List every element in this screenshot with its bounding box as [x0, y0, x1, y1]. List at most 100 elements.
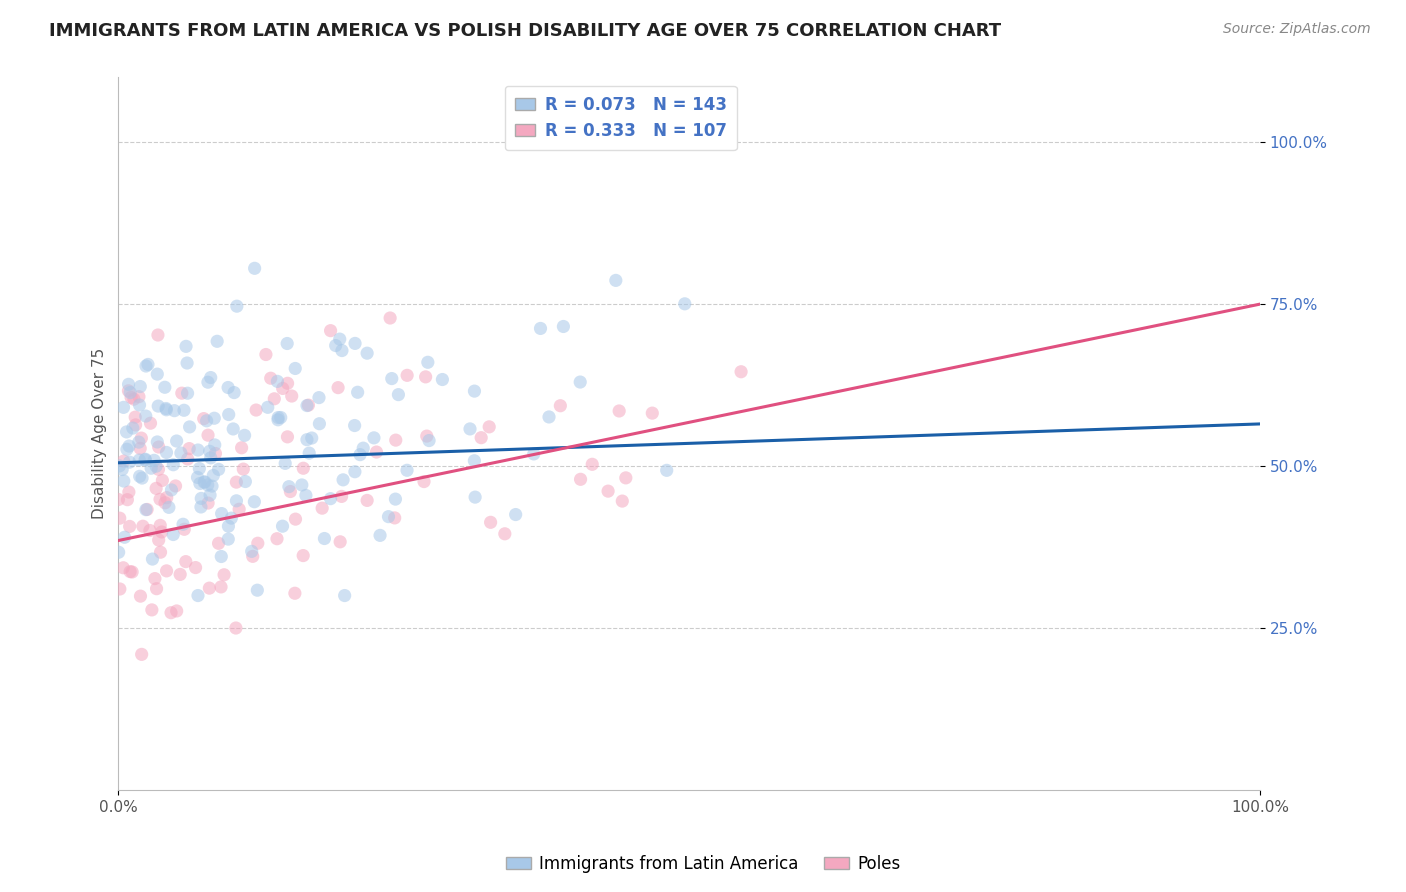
Point — [330, 343, 353, 358]
Point — [243, 494, 266, 508]
Point — [235, 475, 257, 489]
Point — [155, 401, 177, 416]
Point — [148, 462, 170, 476]
Point — [607, 404, 630, 418]
Point — [276, 336, 298, 351]
Point — [378, 311, 401, 326]
Point — [308, 391, 330, 405]
Point — [225, 621, 247, 635]
Point — [581, 458, 603, 472]
Point — [363, 431, 385, 445]
Point — [326, 381, 349, 395]
Point — [228, 502, 250, 516]
Point — [131, 431, 153, 445]
Point — [173, 403, 195, 417]
Point — [344, 336, 367, 351]
Point — [120, 391, 142, 405]
Point — [117, 384, 139, 398]
Point — [129, 379, 152, 393]
Point — [284, 512, 307, 526]
Point — [179, 442, 201, 456]
Point — [135, 502, 157, 516]
Point — [277, 376, 299, 391]
Point — [641, 406, 664, 420]
Point — [114, 530, 136, 544]
Point — [343, 465, 366, 479]
Point — [260, 371, 283, 385]
Point — [325, 338, 347, 352]
Point — [218, 408, 240, 422]
Point — [209, 580, 232, 594]
Point — [280, 484, 302, 499]
Point — [655, 463, 678, 477]
Point — [233, 428, 256, 442]
Point — [381, 371, 404, 385]
Point — [396, 368, 419, 383]
Point — [329, 534, 352, 549]
Point — [222, 422, 245, 436]
Point — [366, 445, 388, 459]
Point — [505, 508, 527, 522]
Point — [162, 527, 184, 541]
Point — [458, 422, 481, 436]
Point — [232, 462, 254, 476]
Point — [176, 452, 198, 467]
Point — [176, 386, 198, 401]
Point — [166, 604, 188, 618]
Point — [730, 365, 752, 379]
Point — [124, 410, 146, 425]
Point — [200, 450, 222, 465]
Point — [170, 446, 193, 460]
Point — [384, 433, 406, 447]
Point — [193, 475, 215, 489]
Point — [149, 518, 172, 533]
Point — [163, 403, 186, 417]
Point — [224, 385, 246, 400]
Point — [240, 544, 263, 558]
Point — [298, 446, 321, 460]
Point — [343, 418, 366, 433]
Point — [118, 519, 141, 533]
Point — [117, 492, 139, 507]
Point — [284, 361, 307, 376]
Point — [139, 416, 162, 430]
Point — [160, 606, 183, 620]
Point — [149, 545, 172, 559]
Point — [204, 438, 226, 452]
Point — [188, 461, 211, 475]
Point — [295, 433, 318, 447]
Point — [156, 491, 179, 505]
Point — [200, 370, 222, 384]
Point — [146, 434, 169, 449]
Point — [529, 321, 551, 335]
Point — [225, 493, 247, 508]
Point — [190, 500, 212, 514]
Point — [155, 402, 177, 417]
Point — [122, 392, 145, 406]
Point — [332, 473, 354, 487]
Point — [121, 565, 143, 579]
Point — [368, 528, 391, 542]
Point — [319, 491, 342, 506]
Point — [107, 492, 129, 507]
Point — [146, 367, 169, 381]
Point — [197, 496, 219, 510]
Point — [292, 549, 315, 563]
Point — [135, 359, 157, 373]
Point — [197, 478, 219, 492]
Point — [212, 567, 235, 582]
Point — [129, 589, 152, 603]
Point — [179, 420, 201, 434]
Point — [352, 441, 374, 455]
Point — [225, 299, 247, 313]
Point — [176, 356, 198, 370]
Point — [131, 471, 153, 485]
Point — [134, 453, 156, 467]
Point — [195, 414, 218, 428]
Point — [415, 369, 437, 384]
Point — [207, 536, 229, 550]
Point — [108, 511, 131, 525]
Point — [463, 454, 485, 468]
Point — [121, 421, 143, 435]
Point — [384, 492, 406, 507]
